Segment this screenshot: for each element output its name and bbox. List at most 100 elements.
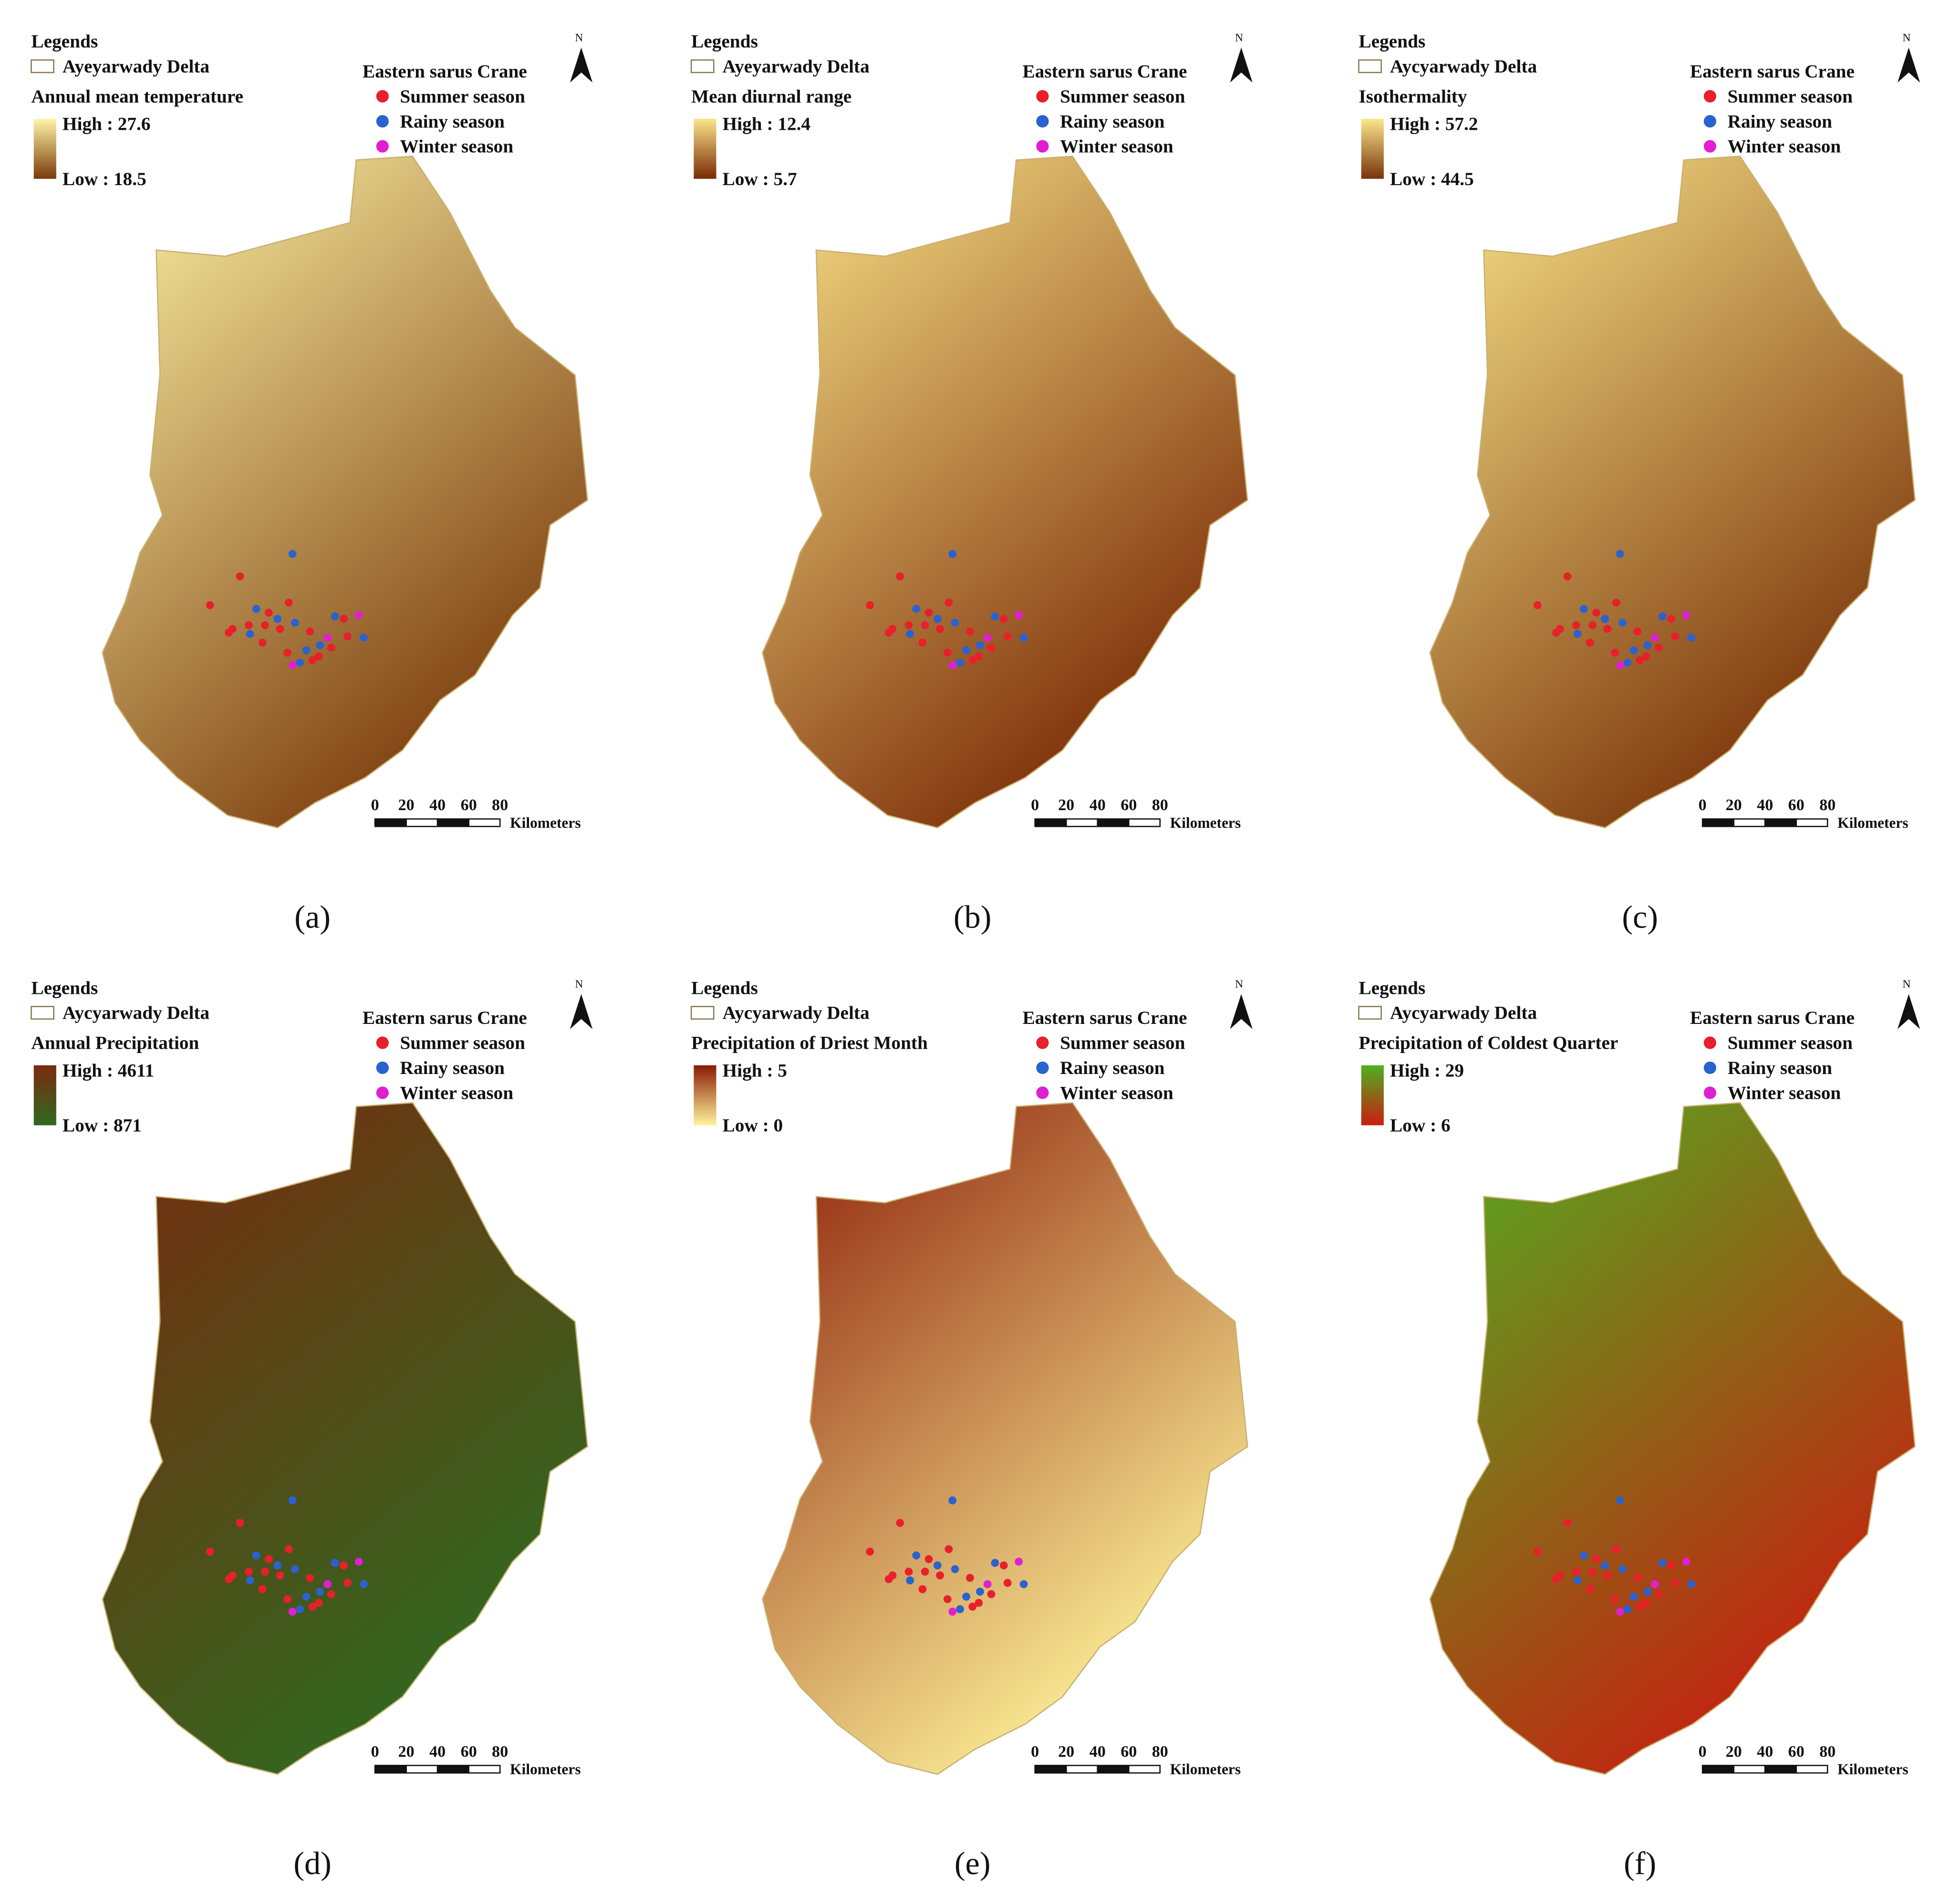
scale-segment [1034,818,1067,827]
ramp-high: High : 57.2 [1390,114,1478,135]
crane-record [323,634,332,642]
crane-record [968,1603,977,1611]
ramp-low: Low : 44.5 [1390,168,1474,189]
color-ramp [694,118,716,179]
delta-region [102,1102,589,1775]
variable-name: Precipitation of Driest Month [691,1032,928,1053]
scale-segment [1733,1764,1766,1774]
crane-record [302,646,311,655]
scale-segment [1795,818,1828,827]
crane-record [340,1561,348,1570]
crane-record [1633,1574,1642,1582]
crane-record [246,630,254,638]
crane-record [252,605,260,613]
crane-record [948,661,957,669]
delta-region [762,156,1248,829]
season-label: Winter season [400,1082,514,1103]
crane-record [1533,601,1542,609]
scale-tick: 20 [398,1743,415,1761]
crane-record [983,634,992,642]
crane-record [987,1590,996,1598]
season-dot [1036,1036,1049,1049]
panel-label: (d) [293,1845,331,1881]
crane-record [1643,1587,1652,1596]
panel-label: (f) [1624,1845,1656,1881]
scale-segment [1034,1764,1067,1774]
crane-record [1687,634,1695,642]
species-heading: Eastern sarus Crane [363,1007,527,1028]
scale-unit: Kilometers [1170,814,1241,831]
crane-record [1642,1599,1650,1607]
crane-record [288,550,297,558]
scale-segment [374,818,407,827]
crane-record [236,572,244,581]
crane-record [1579,1551,1588,1560]
crane-record [912,1551,921,1560]
crane-record [1563,572,1572,581]
season-label: Summer season [1060,1032,1185,1053]
north-arrow [1897,47,1920,83]
crane-record [1015,611,1023,619]
legend-heading: Legends [31,977,98,998]
season-label: Rainy season [1060,111,1165,132]
north-label: N [575,31,583,44]
crane-record [962,646,971,655]
crane-record [1623,1605,1632,1614]
crane-record [1616,1607,1624,1616]
crane-record [918,1585,927,1594]
season-dot [376,1061,389,1074]
north-arrow [1230,47,1253,83]
crane-record [1003,1579,1012,1587]
season-dot [1036,140,1049,153]
crane-record [1687,1580,1695,1588]
ramp-high: High : 27.6 [62,114,151,135]
scale-segment [1097,818,1130,827]
season-label: Summer season [400,1032,526,1053]
boundary-label: Ayeyarwady Delta [723,56,870,77]
crane-record [316,641,324,649]
crane-record [1019,1580,1028,1588]
crane-record [906,1576,914,1585]
map-panel: Legends Aycyarwady Delta Precipitation of … [690,977,1253,1881]
crane-record [1592,608,1600,617]
crane-record [1651,634,1659,642]
color-ramp [33,1065,56,1126]
crane-record [323,1580,332,1588]
north-label: N [1902,978,1910,991]
crane-record [1592,1555,1600,1564]
crane-record [951,1565,959,1574]
crane-record [283,1595,292,1604]
crane-record [288,1607,297,1616]
crane-record [884,628,893,637]
scale-tick: 80 [1152,796,1168,814]
season-label: Summer season [1728,86,1853,107]
crane-record [327,1590,335,1598]
legend-heading: Legends [1359,977,1426,998]
crane-record [983,1580,992,1588]
crane-record [976,1587,984,1596]
crane-record [948,1607,957,1616]
scale-tick: 0 [371,796,379,814]
crane-record [1586,638,1594,647]
crane-record [1601,615,1609,623]
crane-record [936,1571,944,1580]
crane-record [314,652,323,661]
crane-record [245,1567,253,1576]
season-dot [376,1086,389,1099]
crane-record [1019,634,1028,642]
crane-record [1671,632,1679,641]
color-ramp [33,118,56,179]
species-heading: Eastern sarus Crane [1690,61,1855,82]
crane-record [1611,648,1619,657]
scale-segment [436,818,470,827]
crane-record [296,658,304,667]
crane-record [906,630,914,638]
crane-record [1611,1595,1619,1604]
season-dot [376,90,389,103]
season-label: Winter season [1060,136,1173,157]
crane-record [1671,1579,1679,1587]
scale-tick: 60 [461,796,477,814]
species-heading: Eastern sarus Crane [363,61,527,82]
ramp-high: High : 12.4 [723,114,811,135]
crane-record [1618,1565,1627,1574]
